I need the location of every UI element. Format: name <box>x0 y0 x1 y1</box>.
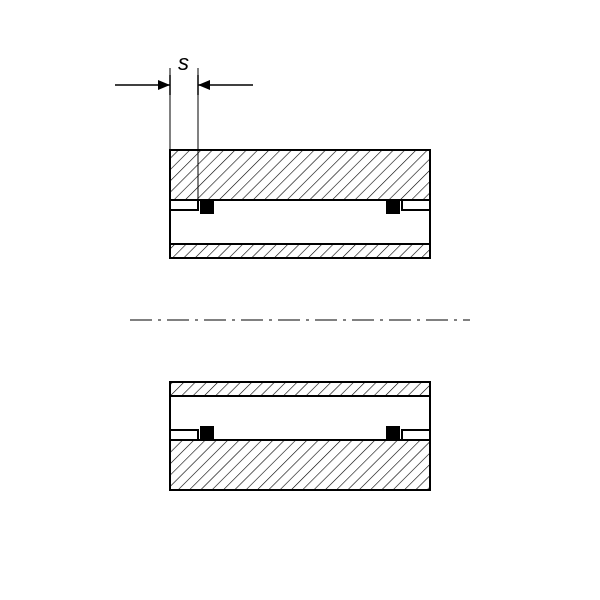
dimension-label-s: s <box>178 50 189 76</box>
seal-bottom-left <box>200 426 214 440</box>
bearing-svg <box>0 0 600 600</box>
seal-bottom-right <box>386 426 400 440</box>
inner-ring-top <box>170 244 430 258</box>
outer-ring-top <box>170 150 430 214</box>
seal-top-left <box>200 200 214 214</box>
outer-ring-bottom <box>170 426 430 490</box>
inner-ring-bottom <box>170 382 430 396</box>
dimension-s <box>115 75 253 95</box>
bearing-diagram: s <box>0 0 600 600</box>
seal-top-right <box>386 200 400 214</box>
